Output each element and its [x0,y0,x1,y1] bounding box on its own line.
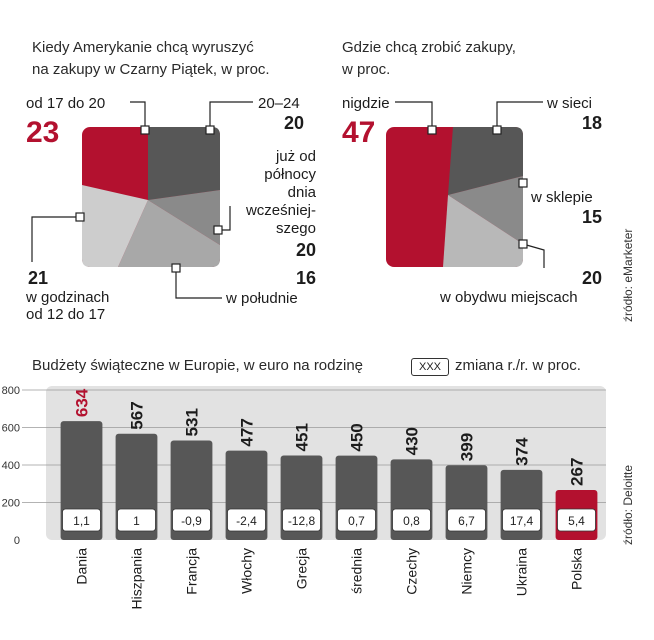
pie1-slice-12-17 [82,185,148,267]
value-label: 451 [293,423,312,451]
change-box [282,508,321,532]
category-label: Grecja [294,548,310,589]
change-label: 17,4 [510,514,534,528]
pie2-value-c: 15 [581,207,602,227]
pie2-label-b: w sieci [547,95,593,112]
category-label: Hiszpania [129,548,145,610]
pie1-label-e-1: w godzinach [26,289,110,306]
source-bars: źródło: Deloitte [621,464,635,545]
value-label: 267 [568,458,587,486]
y-tick-label: 400 [2,460,20,472]
value-label: 374 [513,437,532,466]
change-label: 0,7 [348,514,365,528]
y-tick-label: 800 [2,385,20,397]
y-tick-label: 0 [14,535,20,547]
category-label: Polska [569,548,585,590]
value-label: 477 [238,418,257,446]
change-box [172,508,211,532]
source-pies: źródło: eMarketer [621,228,635,322]
change-box [447,508,486,532]
y-tick-label: 600 [2,423,20,435]
pie1-slice-20-24 [148,127,220,200]
pie1-label-c-2: północy [264,166,316,183]
pie2-title-line2: w proc. [342,61,391,78]
change-label: -12,8 [288,514,316,528]
value-label: 634 [73,388,92,417]
pie1-label-c-5: szego [275,220,316,237]
pie1-label-a: od 17 do 20 [26,95,106,112]
pie1-label-c-3: dnia [287,184,316,201]
value-label: 399 [458,433,477,461]
change-box [392,508,431,532]
pie2-label-d: w obydwu miejscach [440,289,578,306]
pie1-value-a: 23 [26,116,60,149]
change-box [557,508,596,532]
category-label: Dania [74,548,90,585]
value-label: 567 [128,401,147,429]
pie2-value-d: 20 [581,268,602,288]
category-label: Ukraina [514,548,530,596]
change-box [227,508,266,532]
change-label: 5,4 [568,514,585,528]
pie1-value-c: 20 [295,240,316,260]
pie2-title-line1: Gdzie chcą zrobić zakupy, [342,39,516,56]
legend-box: XXX [411,358,449,376]
pie1-title-line2: na zakupy w Czarny Piątek, w proc. [32,61,270,78]
pie1-label-c-4: wcześniej- [245,202,316,219]
pie1-label-c-1: już od [275,148,316,165]
category-label: Czechy [404,548,420,595]
change-label: 1 [133,514,140,528]
pie2-chart [386,101,545,268]
pie1-chart [31,101,253,299]
pie1-label-e-2: od 12 do 17 [26,306,106,323]
change-label: -2,4 [236,514,257,528]
pie1-label-d: w południe [226,290,298,307]
bar-chart-svg: 0 200 400 600 800 1,1 634 Dania 1 567 Hiszpania -0,… [2,385,606,610]
pie2-slice-obydwu [443,195,523,267]
change-label: 6,7 [458,514,475,528]
y-tick-label: 200 [2,498,20,510]
pie1-value-d: 16 [295,268,316,288]
value-label: 450 [348,423,367,451]
pie2-label-c: w sklepie [531,189,593,206]
category-label: Włochy [239,548,255,594]
pie1-label-b: 20–24 [258,95,300,112]
change-box [502,508,541,532]
change-box [117,508,156,532]
change-box [62,508,101,532]
pie1-title-line1: Kiedy Amerykanie chcą wyruszyć [32,39,254,56]
change-label: -0,9 [181,514,202,528]
pie1-slice-poludnie [118,200,220,267]
change-label: 0,8 [403,514,420,528]
change-box [337,508,376,532]
pie2-value-a: 47 [342,116,376,149]
pie1-value-b: 20 [284,113,305,133]
bar-title: Budżety świąteczne w Europie, w euro na … [32,357,364,374]
category-label: średnia [349,548,365,594]
legend-text: zmiana r./r. w proc. [455,357,581,374]
value-label: 430 [403,427,422,455]
pie1-slice-polnoc [148,190,220,245]
pie2-slice-sieci [448,127,523,195]
category-label: Francja [184,548,200,595]
pie2-label-a: nigdzie [342,95,390,112]
category-label: Niemcy [459,548,475,595]
value-label: 531 [183,408,202,436]
change-label: 1,1 [73,514,90,528]
pie2-value-b: 18 [581,113,602,133]
pie2-slice-sklepie [448,176,523,244]
pie1-value-e: 21 [28,268,49,288]
